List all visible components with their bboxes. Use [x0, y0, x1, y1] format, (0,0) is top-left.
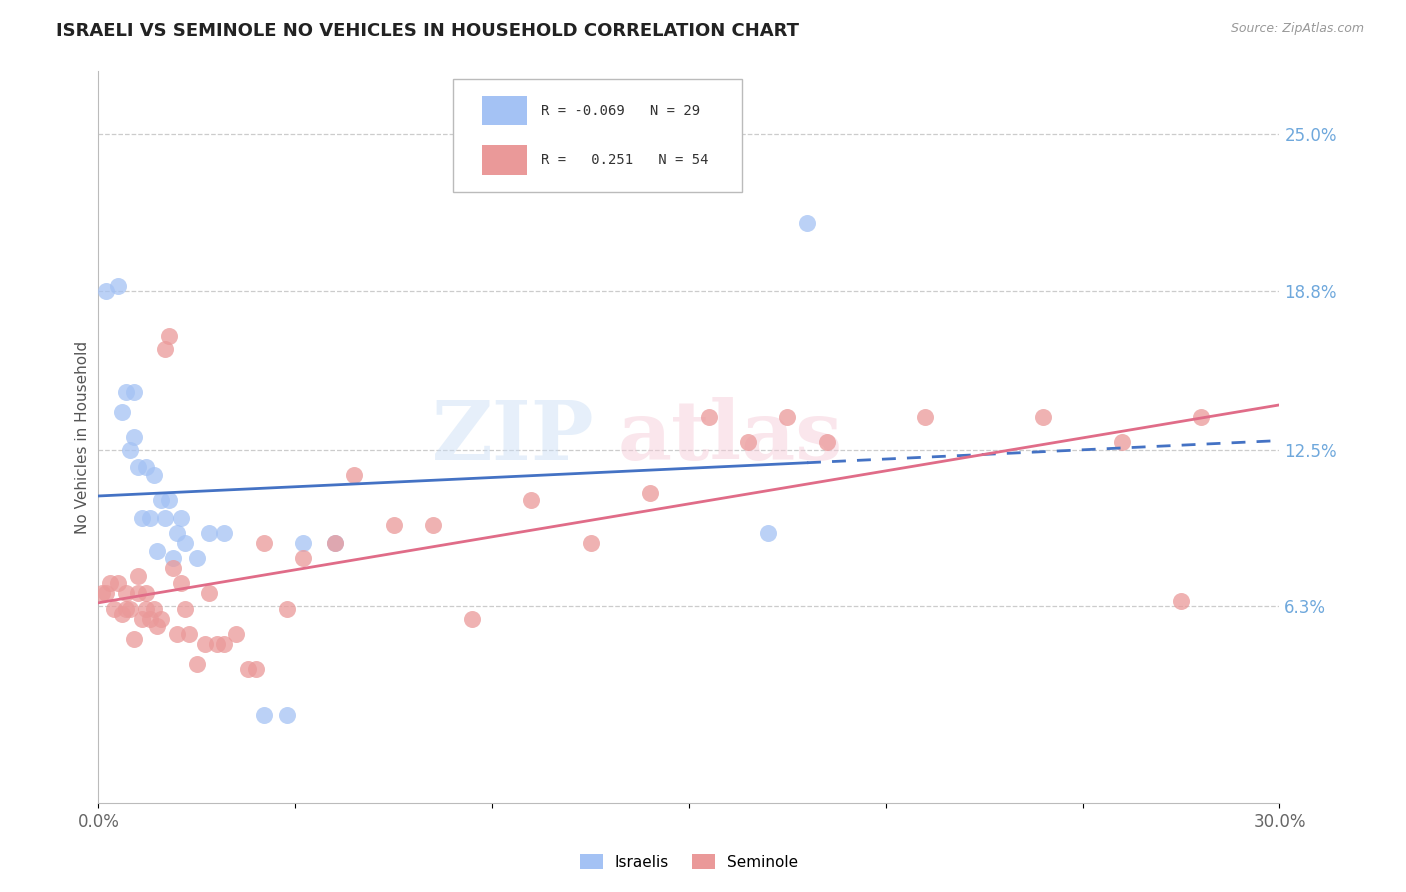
- Point: [170, 576, 193, 591]
- Point: [166, 525, 188, 540]
- Point: [155, 342, 177, 356]
- Point: [162, 551, 184, 566]
- Point: [96, 586, 118, 600]
- Point: [225, 627, 247, 641]
- Point: [638, 485, 661, 500]
- Point: [245, 662, 267, 676]
- Point: [131, 612, 153, 626]
- Point: [214, 637, 236, 651]
- Point: [1189, 409, 1212, 424]
- Point: [150, 612, 173, 626]
- Point: [1170, 594, 1192, 608]
- Point: [194, 637, 217, 651]
- Point: [253, 536, 276, 550]
- Point: [142, 601, 165, 615]
- Point: [166, 627, 188, 641]
- Point: [186, 657, 208, 671]
- Point: [177, 627, 200, 641]
- Point: [146, 543, 169, 558]
- Point: [276, 707, 298, 722]
- Point: [756, 525, 779, 540]
- Point: [323, 536, 346, 550]
- Point: [174, 536, 197, 550]
- Point: [146, 619, 169, 633]
- Point: [197, 586, 219, 600]
- Point: [135, 601, 157, 615]
- Point: [197, 525, 219, 540]
- Point: [253, 707, 276, 722]
- Point: [131, 510, 153, 524]
- Point: [1111, 435, 1133, 450]
- Point: [150, 493, 173, 508]
- Point: [292, 551, 315, 566]
- Point: [107, 576, 129, 591]
- Point: [1032, 409, 1054, 424]
- Point: [815, 435, 838, 450]
- Point: [697, 409, 720, 424]
- Point: [174, 601, 197, 615]
- Point: [292, 536, 315, 550]
- FancyBboxPatch shape: [482, 145, 527, 175]
- Point: [122, 384, 145, 399]
- Point: [135, 586, 157, 600]
- Text: ISRAELI VS SEMINOLE NO VEHICLES IN HOUSEHOLD CORRELATION CHART: ISRAELI VS SEMINOLE NO VEHICLES IN HOUSE…: [56, 22, 799, 40]
- Point: [96, 284, 118, 298]
- Point: [127, 460, 149, 475]
- Text: atlas: atlas: [619, 397, 844, 477]
- Point: [138, 510, 160, 524]
- Point: [422, 518, 444, 533]
- Point: [118, 601, 141, 615]
- Point: [122, 632, 145, 646]
- Point: [138, 612, 160, 626]
- Point: [461, 612, 484, 626]
- Point: [236, 662, 259, 676]
- Text: R = -0.069   N = 29: R = -0.069 N = 29: [541, 103, 700, 118]
- Point: [127, 569, 149, 583]
- Point: [103, 601, 125, 615]
- Point: [796, 216, 818, 230]
- Point: [122, 430, 145, 444]
- Point: [107, 278, 129, 293]
- Point: [135, 460, 157, 475]
- Point: [205, 637, 228, 651]
- Text: ZIP: ZIP: [432, 397, 595, 477]
- Point: [127, 586, 149, 600]
- Point: [157, 493, 180, 508]
- Point: [914, 409, 936, 424]
- Point: [115, 586, 138, 600]
- Point: [776, 409, 799, 424]
- Point: [520, 493, 543, 508]
- Text: Source: ZipAtlas.com: Source: ZipAtlas.com: [1230, 22, 1364, 36]
- Point: [737, 435, 759, 450]
- Point: [155, 510, 177, 524]
- Point: [118, 442, 141, 457]
- Point: [382, 518, 405, 533]
- Point: [157, 329, 180, 343]
- Point: [170, 510, 193, 524]
- Point: [115, 601, 138, 615]
- Point: [162, 561, 184, 575]
- Point: [276, 601, 298, 615]
- Point: [343, 467, 366, 482]
- Point: [98, 576, 121, 591]
- Text: R =   0.251   N = 54: R = 0.251 N = 54: [541, 153, 709, 167]
- Point: [115, 384, 138, 399]
- Point: [186, 551, 208, 566]
- FancyBboxPatch shape: [453, 78, 742, 192]
- Point: [91, 586, 114, 600]
- Legend: Israelis, Seminole: Israelis, Seminole: [574, 847, 804, 876]
- Point: [323, 536, 346, 550]
- FancyBboxPatch shape: [482, 96, 527, 125]
- Point: [111, 405, 134, 419]
- Y-axis label: No Vehicles in Household: No Vehicles in Household: [75, 341, 90, 533]
- Point: [214, 525, 236, 540]
- Point: [579, 536, 602, 550]
- Point: [111, 607, 134, 621]
- Point: [142, 467, 165, 482]
